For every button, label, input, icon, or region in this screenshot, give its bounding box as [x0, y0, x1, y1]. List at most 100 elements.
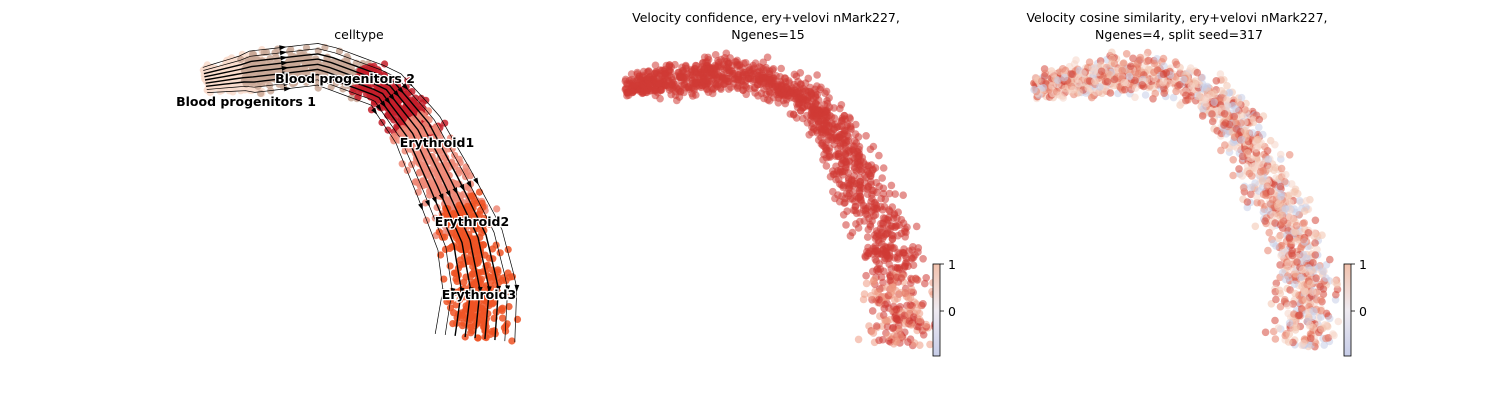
confidence-point — [869, 329, 878, 337]
panel-1-title: celltype — [334, 27, 384, 42]
cosine-point — [1268, 195, 1277, 204]
cosine-point — [1272, 295, 1280, 304]
confidence-point — [879, 278, 887, 287]
velocity-arrowhead — [466, 180, 472, 189]
cosine-point — [1287, 249, 1296, 258]
cosine-point — [1276, 150, 1285, 159]
velocity-arrowhead — [375, 104, 382, 112]
confidence-point — [754, 92, 762, 100]
cosine-point — [1106, 89, 1115, 97]
confidence-point — [677, 73, 685, 81]
cell-point-2 — [343, 53, 351, 61]
cell-point-3 — [417, 94, 425, 102]
confidence-point — [872, 178, 881, 187]
confidence-point — [878, 234, 887, 243]
cell-point-5 — [475, 188, 484, 196]
confidence-point — [866, 222, 875, 231]
cosine-point — [1274, 234, 1283, 243]
confidence-point — [912, 222, 921, 231]
cosine-point — [1261, 328, 1270, 337]
confidence-point — [874, 267, 883, 276]
panel-velocity-confidence: Velocity confidence, ery+velovi nMark227… — [621, 10, 956, 357]
confidence-point — [899, 191, 907, 199]
cell-point-5 — [470, 216, 478, 224]
velocity-arrowhead — [505, 285, 511, 293]
confidence-point — [896, 332, 905, 341]
cosine-point — [1159, 78, 1167, 87]
cosine-point — [1097, 67, 1106, 76]
velocity-arrowhead — [279, 50, 288, 56]
confidence-point — [862, 271, 870, 280]
cosine-point — [1284, 301, 1292, 310]
confidence-point — [887, 231, 896, 239]
confidence-point — [776, 77, 785, 86]
cell-point-4 — [403, 130, 411, 138]
velocity-arrowhead — [279, 45, 287, 51]
cosine-point — [1302, 296, 1310, 304]
cosine-point — [1223, 82, 1231, 90]
confidence-point — [870, 212, 878, 220]
cosine-point — [1053, 76, 1062, 84]
cosine-point — [1299, 235, 1308, 244]
velocity-arrowhead — [281, 60, 289, 66]
confidence-point — [651, 61, 660, 70]
confidence-point — [724, 59, 732, 68]
confidence-point — [863, 247, 871, 256]
cosine-point — [1060, 73, 1069, 82]
confidence-point — [919, 331, 928, 339]
cell-point-5 — [505, 303, 513, 311]
cell-point-4 — [445, 199, 453, 207]
cosine-point — [1293, 258, 1301, 266]
confidence-point — [719, 75, 727, 84]
cosine-point — [1259, 130, 1267, 139]
confidence-point — [857, 195, 865, 204]
cell-point-4 — [466, 172, 474, 180]
confidence-point — [830, 125, 839, 133]
cosine-point — [1108, 48, 1116, 57]
cell-point-5 — [446, 304, 455, 312]
confidence-point — [863, 233, 872, 241]
cosine-point — [1079, 69, 1087, 77]
cosine-point — [1264, 155, 1273, 164]
cosine-point — [1237, 135, 1246, 144]
cosine-point — [1098, 89, 1106, 98]
confidence-point — [880, 267, 888, 276]
confidence-point — [894, 248, 902, 257]
cosine-point — [1171, 58, 1180, 66]
cosine-point — [1255, 115, 1264, 124]
cosine-point — [1290, 280, 1299, 289]
confidence-point — [730, 69, 738, 78]
cosine-point — [1302, 197, 1311, 205]
cosine-point — [1311, 216, 1320, 225]
velocity-arrowhead — [281, 66, 289, 71]
confidence-point — [651, 91, 660, 100]
cosine-point — [1106, 70, 1114, 79]
cosine-point — [1275, 175, 1283, 183]
cosine-point — [1286, 199, 1295, 207]
cosine-point — [1292, 323, 1301, 332]
velocity-arrowhead — [438, 193, 444, 201]
cosine-point — [1129, 54, 1137, 63]
confidence-point — [814, 106, 823, 115]
confidence-point — [634, 75, 643, 83]
cosine-point — [1120, 79, 1129, 87]
cosine-point — [1333, 280, 1341, 289]
cell-point-5 — [435, 228, 443, 236]
cell-point-1 — [207, 64, 215, 72]
cluster-labels: Blood progenitors 1 Blood progenitors 2 … — [175, 70, 518, 304]
cell-point-5 — [455, 201, 463, 209]
confidence-point — [759, 58, 767, 67]
cosine-point — [1285, 151, 1294, 159]
confidence-point — [926, 340, 934, 349]
cosine-point — [1169, 93, 1178, 102]
cosine-point — [1248, 129, 1257, 137]
confidence-point — [854, 335, 863, 344]
confidence-point — [822, 162, 831, 170]
cosine-point — [1306, 280, 1315, 288]
cosine-point — [1269, 210, 1277, 219]
confidence-point — [807, 106, 816, 114]
velocity-streamline — [204, 58, 490, 340]
cosine-point — [1143, 57, 1151, 66]
confidence-point — [837, 101, 846, 109]
cosine-point — [1235, 165, 1243, 173]
